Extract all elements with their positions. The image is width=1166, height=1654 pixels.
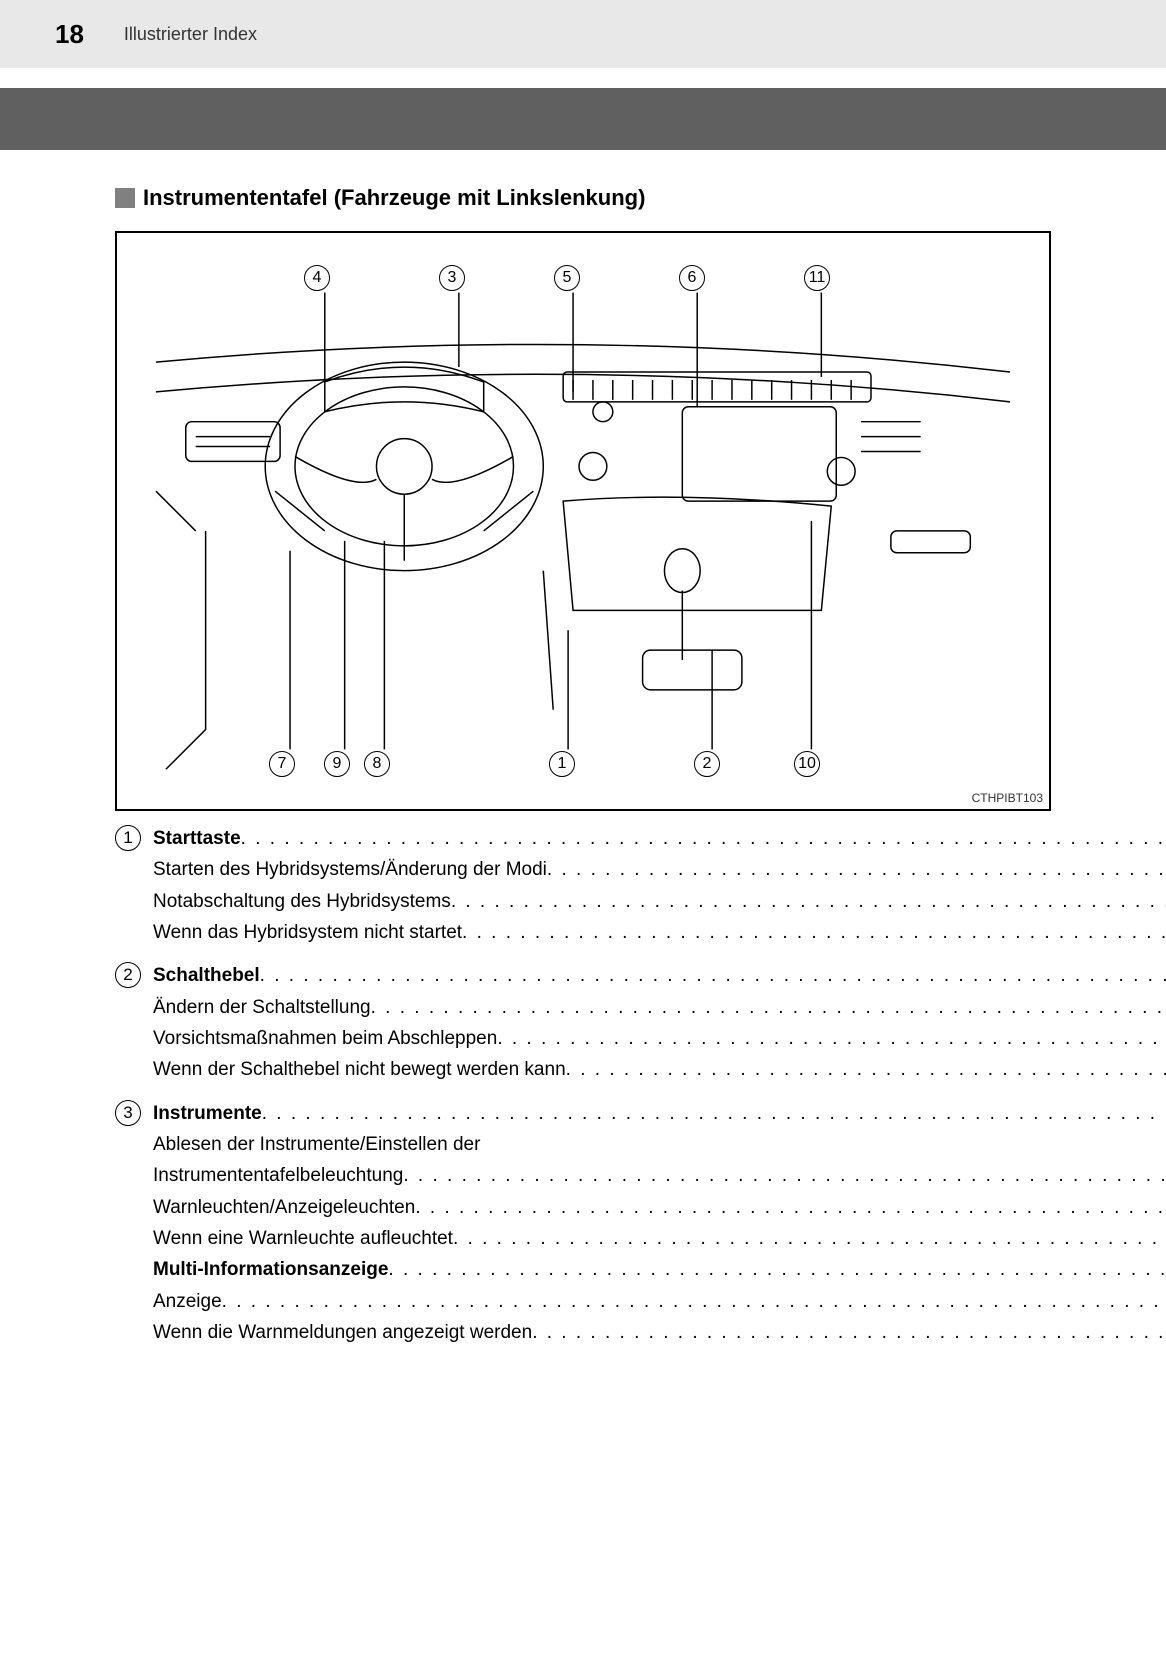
callout-number: 4 (304, 265, 330, 291)
index-line: Vorsichtsmaßnahmen beim Abschleppen . . … (153, 1023, 1166, 1054)
index-line: Starten des Hybridsystems/Änderung der M… (153, 854, 1166, 885)
leader-dots: . . . . . . . . . . . . . . . . . . . . … (497, 1023, 1166, 1054)
leader-dots: . . . . . . . . . . . . . . . . . . . . … (262, 1098, 1166, 1129)
header-section: Illustrierter Index (124, 24, 257, 45)
dashboard-diagram: 4 3 5 6 11 7 98 1 2 10 CTHPIBT103 (115, 231, 1051, 811)
entry-number: 3 (115, 1100, 141, 1126)
index-line: Wenn die Warnmeldungen angezeigt werden … (153, 1317, 1166, 1348)
section-title: Instrumententafel (Fahrzeuge mit Linksle… (143, 185, 645, 211)
page-header: 18 Illustrierter Index (0, 0, 1166, 68)
index-line: Ändern der Schaltstellung . . . . . . . … (153, 992, 1166, 1023)
line-label: Notabschaltung des Hybridsystems (153, 886, 451, 917)
callout-number: 5 (554, 265, 580, 291)
line-label: Multi-Informationsanzeige (153, 1254, 388, 1285)
leader-dots: . . . . . . . . . . . . . . . . . . . . … (241, 823, 1166, 854)
index-entry: 1Starttaste . . . . . . . . . . . . . . … (115, 823, 1051, 948)
index-line: Multi-Informationsanzeige . . . . . . . … (153, 1254, 1166, 1285)
callout-number: 2 (694, 751, 720, 777)
callout-number: 9 (324, 751, 350, 777)
index-line: Wenn das Hybridsystem nicht startet . . … (153, 917, 1166, 948)
leader-dots: . . . . . . . . . . . . . . . . . . . . … (547, 854, 1166, 885)
entry-body: Instrumente . . . . . . . . . . . . . . … (153, 1098, 1166, 1349)
line-label: Wenn der Schalthebel nicht bewegt werden… (153, 1054, 566, 1085)
diagram-code: CTHPIBT103 (972, 791, 1043, 805)
line-label: Starttaste (153, 823, 241, 854)
index-line: Wenn der Schalthebel nicht bewegt werden… (153, 1054, 1166, 1085)
line-label: Wenn die Warnmeldungen angezeigt werden (153, 1317, 532, 1348)
callout-number: 1 (549, 751, 575, 777)
callout-number: 11 (804, 265, 830, 291)
line-label: Instrumententafelbeleuchtung (153, 1160, 403, 1191)
dashboard-svg (117, 233, 1049, 809)
line-label: Ändern der Schaltstellung (153, 992, 371, 1023)
dark-band (0, 88, 1166, 150)
line-label: Starten des Hybridsystems/Änderung der M… (153, 854, 547, 885)
line-label: Anzeige (153, 1286, 222, 1317)
callout-number: 6 (679, 265, 705, 291)
leader-dots: . . . . . . . . . . . . . . . . . . . . … (260, 960, 1166, 991)
index-line: Warnleuchten/Anzeigeleuchten . . . . . .… (153, 1192, 1166, 1223)
page-number: 18 (55, 19, 84, 50)
content-area: Instrumententafel (Fahrzeuge mit Linksle… (0, 150, 1166, 1401)
leader-dots: . . . . . . . . . . . . . . . . . . . . … (566, 1054, 1166, 1085)
index-line: Instrumententafelbeleuchtung . . . . . .… (153, 1160, 1166, 1191)
index-line: Starttaste . . . . . . . . . . . . . . .… (153, 823, 1166, 854)
callout-number: 3 (439, 265, 465, 291)
leader-dots: . . . . . . . . . . . . . . . . . . . . … (453, 1223, 1166, 1254)
callout-number: 8 (364, 751, 390, 777)
section-heading: Instrumententafel (Fahrzeuge mit Linksle… (115, 185, 1051, 211)
entry-body: Schalthebel . . . . . . . . . . . . . . … (153, 960, 1166, 1085)
line-label: Vorsichtsmaßnahmen beim Abschleppen (153, 1023, 497, 1054)
leader-dots: . . . . . . . . . . . . . . . . . . . . … (388, 1254, 1166, 1285)
line-label: Wenn eine Warnleuchte aufleuchtet (153, 1223, 453, 1254)
leader-dots: . . . . . . . . . . . . . . . . . . . . … (532, 1317, 1166, 1348)
line-label: Ablesen der Instrumente/Einstellen der (153, 1129, 480, 1160)
leader-dots: . . . . . . . . . . . . . . . . . . . . … (403, 1160, 1166, 1191)
line-label: Instrumente (153, 1098, 262, 1129)
entry-number: 2 (115, 962, 141, 988)
callout-number: 10 (794, 751, 820, 777)
line-label: Wenn das Hybridsystem nicht startet (153, 917, 462, 948)
bullet-icon (115, 188, 135, 208)
entry-number: 1 (115, 825, 141, 851)
line-label: Schalthebel (153, 960, 260, 991)
line-label: Warnleuchten/Anzeigeleuchten (153, 1192, 415, 1223)
leader-dots: . . . . . . . . . . . . . . . . . . . . … (451, 886, 1166, 917)
leader-dots: . . . . . . . . . . . . . . . . . . . . … (415, 1192, 1166, 1223)
index-entry: 3Instrumente . . . . . . . . . . . . . .… (115, 1098, 1051, 1349)
index-line: Wenn eine Warnleuchte aufleuchtet . . . … (153, 1223, 1166, 1254)
leader-dots: . . . . . . . . . . . . . . . . . . . . … (222, 1286, 1166, 1317)
leader-dots: . . . . . . . . . . . . . . . . . . . . … (371, 992, 1166, 1023)
callout-number: 7 (269, 751, 295, 777)
index-line: Schalthebel . . . . . . . . . . . . . . … (153, 960, 1166, 991)
index-line: Notabschaltung des Hybridsystems . . . .… (153, 886, 1166, 917)
index-line: Anzeige . . . . . . . . . . . . . . . . … (153, 1286, 1166, 1317)
entry-body: Starttaste . . . . . . . . . . . . . . .… (153, 823, 1166, 948)
index-line: Ablesen der Instrumente/Einstellen der (153, 1129, 1166, 1160)
index-line: Instrumente . . . . . . . . . . . . . . … (153, 1098, 1166, 1129)
index-entry: 2Schalthebel . . . . . . . . . . . . . .… (115, 960, 1051, 1085)
leader-dots: . . . . . . . . . . . . . . . . . . . . … (462, 917, 1166, 948)
